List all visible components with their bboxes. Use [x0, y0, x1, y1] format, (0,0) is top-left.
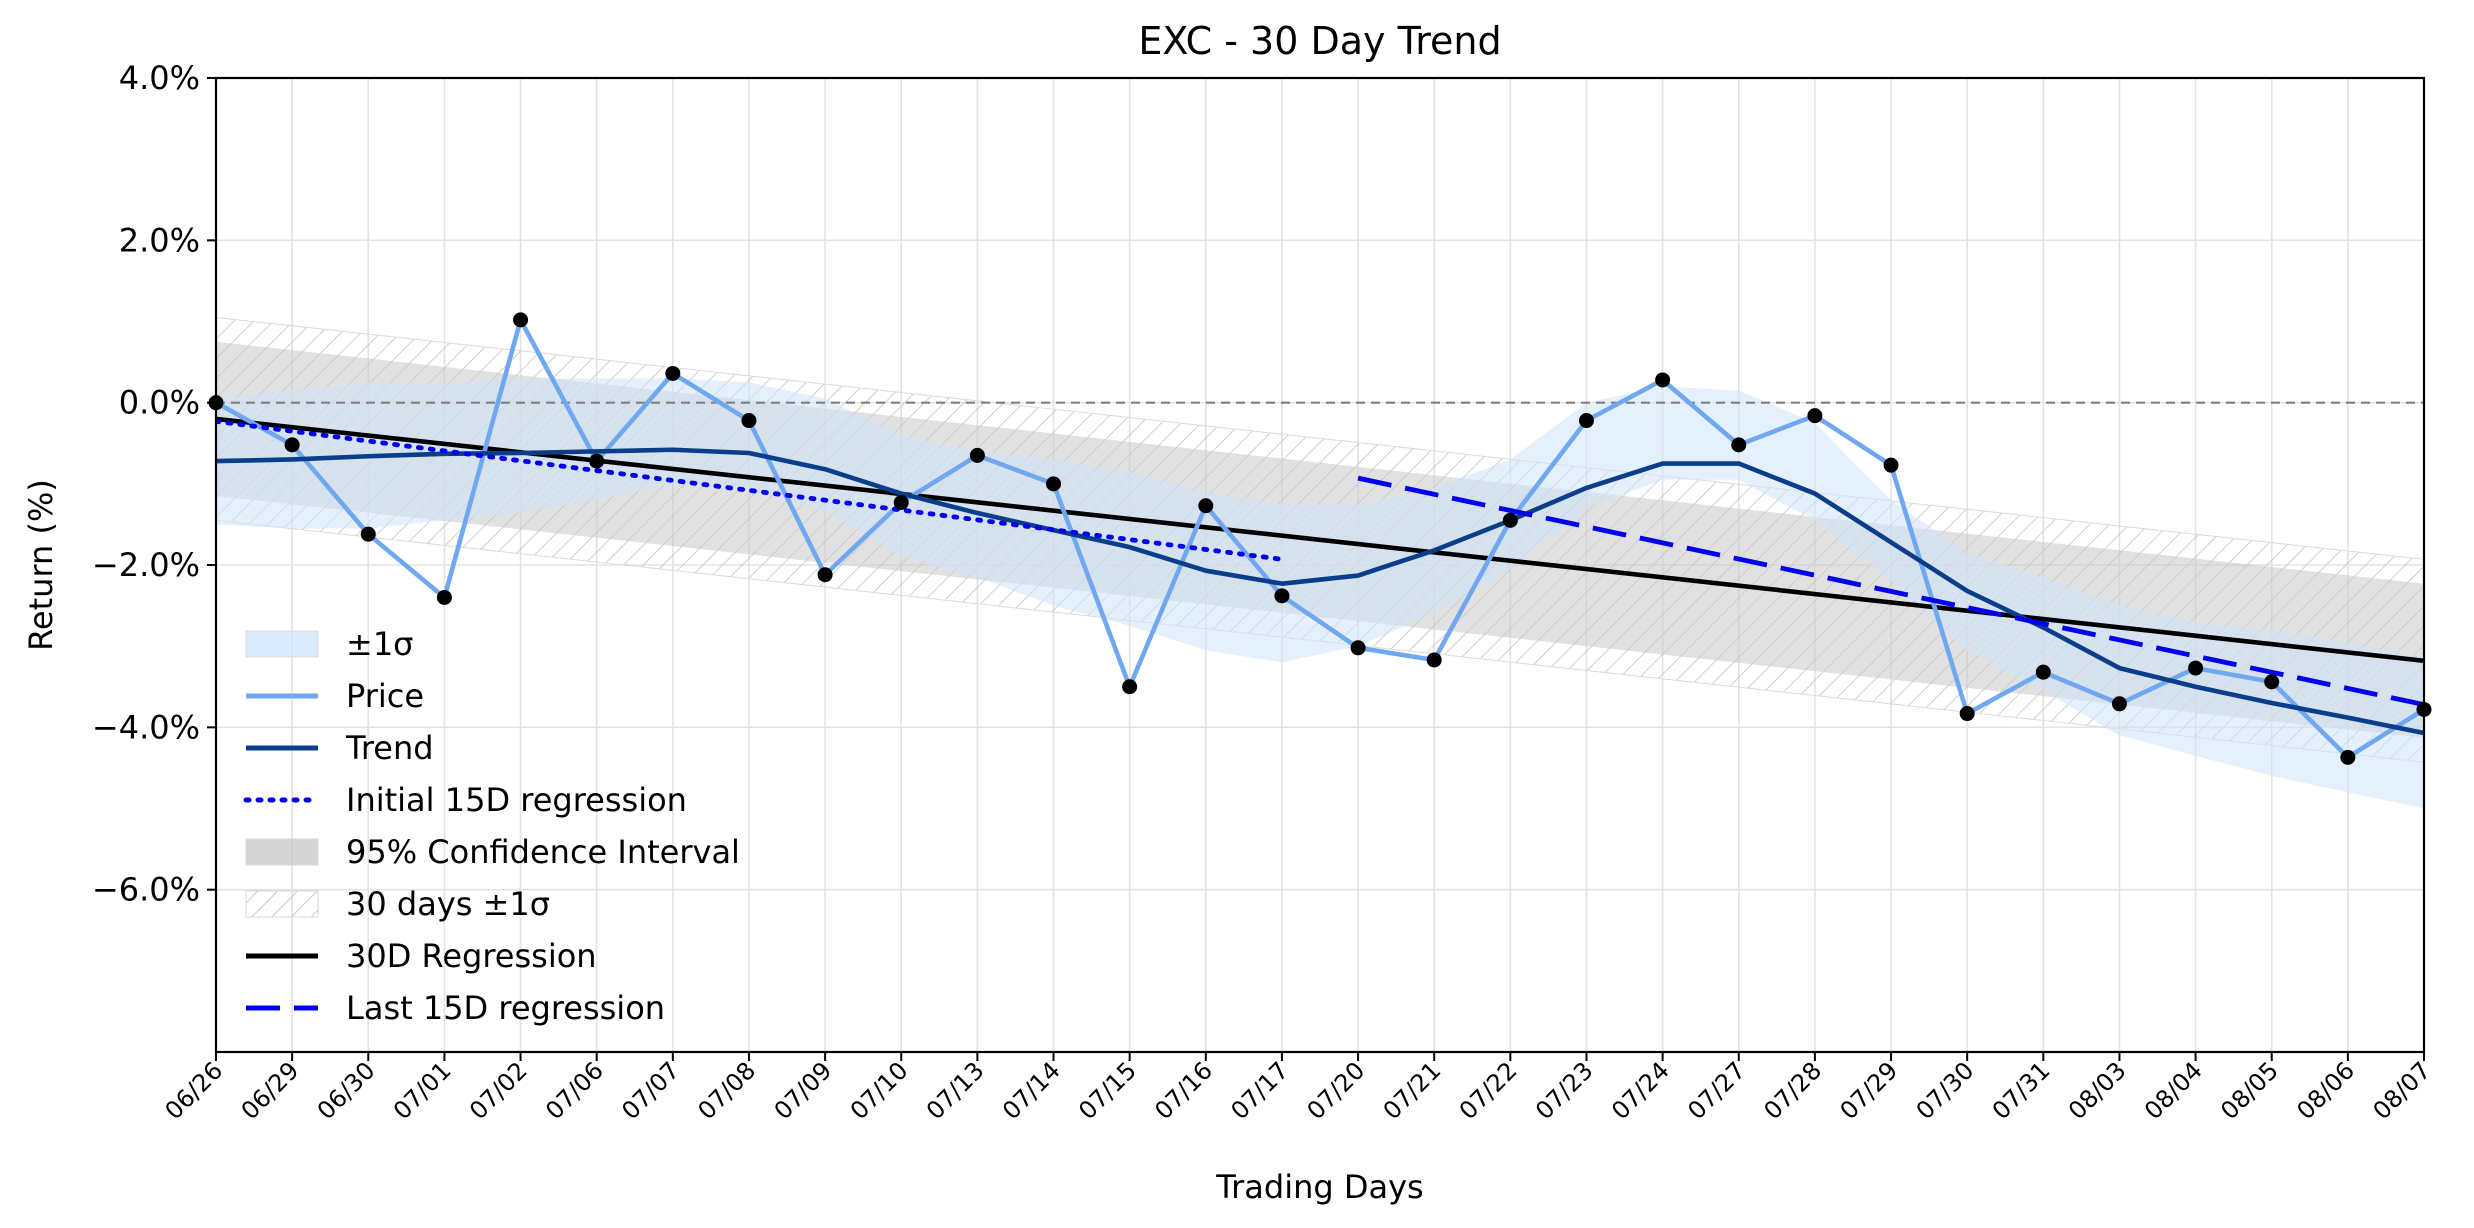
price-point [1426, 652, 1442, 668]
series-last-15d-regression [1357, 475, 2424, 707]
price-point [1731, 437, 1747, 453]
price-markers [208, 312, 2432, 765]
price-point [589, 453, 605, 469]
price-point [817, 567, 833, 583]
price-point [969, 447, 985, 463]
series-30d-regression [216, 416, 2424, 664]
price-point [893, 495, 909, 511]
price-point [1198, 498, 1214, 514]
legend-swatch [245, 838, 319, 866]
price-point [2035, 664, 2051, 680]
y-axis-label: Return (%) [22, 479, 60, 651]
legend-label: 30 days ±1σ [346, 885, 550, 923]
price-point [665, 365, 681, 381]
legend-label: Trend [345, 729, 434, 767]
legend-label: ±1σ [346, 625, 413, 663]
price-point [1883, 457, 1899, 473]
price-point [1046, 476, 1062, 492]
price-point [513, 312, 529, 328]
y-tick-label: −6.0% [92, 871, 200, 909]
legend-label: Price [346, 677, 424, 715]
price-point [1274, 588, 1290, 604]
price-point [1350, 640, 1366, 656]
price-point [2264, 674, 2280, 690]
price-point [1502, 512, 1518, 528]
price-point [1122, 679, 1138, 695]
band-sigma [216, 378, 2424, 809]
price-point [284, 437, 300, 453]
legend-label: Initial 15D regression [346, 781, 687, 819]
y-tick-label: 4.0% [119, 59, 200, 97]
price-point [360, 526, 376, 542]
series-price [216, 317, 2424, 760]
legend-label: 95% Confidence Interval [346, 833, 740, 871]
price-point [436, 589, 452, 605]
y-tick-label: −2.0% [92, 546, 200, 584]
price-point [1807, 408, 1823, 424]
series-trend [216, 447, 2424, 736]
price-point [1578, 413, 1594, 429]
chart-title: EXC - 30 Day Trend [1138, 19, 1501, 63]
price-point [1655, 372, 1671, 388]
legend-swatch [245, 630, 319, 658]
price-point [2188, 660, 2204, 676]
legend-label: Last 15D regression [346, 989, 665, 1027]
legend-swatch [245, 890, 319, 918]
legend: ±1σ Price Trend Initial 15D regression 95% C… [243, 625, 740, 1027]
y-tick-label: 2.0% [119, 221, 200, 259]
price-point [741, 413, 757, 429]
x-axis-label: Trading Days [1215, 1168, 1423, 1206]
y-tick-label: −4.0% [92, 708, 200, 746]
price-point [2340, 749, 2356, 765]
series-lines [216, 317, 2424, 760]
series-initial-15d-regression [216, 418, 1285, 562]
y-tick-label: 0.0% [119, 384, 200, 422]
price-point [2111, 696, 2127, 712]
price-point [1959, 706, 1975, 722]
legend-label: 30D Regression [346, 937, 597, 975]
